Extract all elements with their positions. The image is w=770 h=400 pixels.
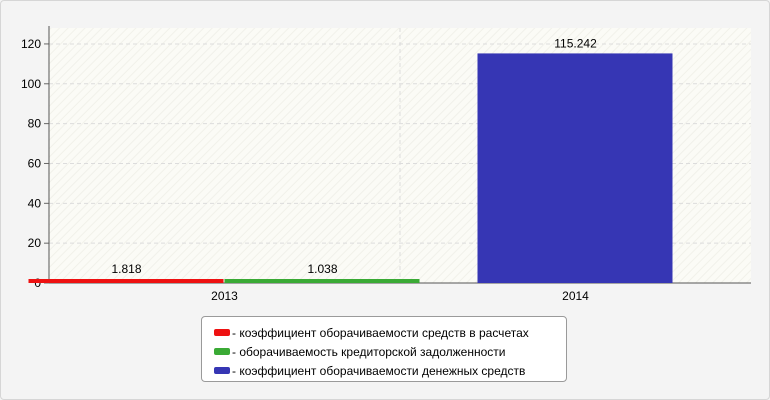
legend-item: - коэффициент оборачиваемости денежных с…	[214, 361, 566, 380]
data-label: 1.818	[111, 262, 141, 276]
x-tick-label: 2014	[562, 289, 589, 303]
y-tick-label: 60	[28, 156, 42, 170]
legend-item: - оборачиваемость кредиторской задолженн…	[214, 342, 566, 361]
y-tick-label: 40	[28, 196, 42, 210]
data-label: 1.038	[307, 262, 337, 276]
bar-2014-series-3	[477, 53, 673, 284]
legend-swatch	[214, 348, 230, 355]
legend-swatch	[214, 367, 230, 374]
legend-label: - коэффициент оборачиваемости средств в …	[232, 325, 529, 340]
x-tick-label: 2013	[211, 289, 238, 303]
bar-2013-series-1	[28, 279, 224, 283]
legend: - коэффициент оборачиваемости средств в …	[201, 316, 567, 382]
data-label: 115.242	[554, 36, 597, 50]
y-tick-label: 80	[28, 117, 42, 131]
bar-2013-series-2	[224, 279, 420, 283]
y-tick-label: 120	[21, 37, 41, 51]
legend-item: - коэффициент оборачиваемости средств в …	[214, 323, 566, 342]
legend-label: - оборачиваемость кредиторской задолженн…	[232, 344, 506, 359]
y-tick-label: 20	[28, 236, 42, 250]
y-tick-label: 100	[21, 77, 41, 91]
legend-swatch	[214, 329, 230, 336]
legend-label: - коэффициент оборачиваемости денежных с…	[232, 363, 526, 378]
